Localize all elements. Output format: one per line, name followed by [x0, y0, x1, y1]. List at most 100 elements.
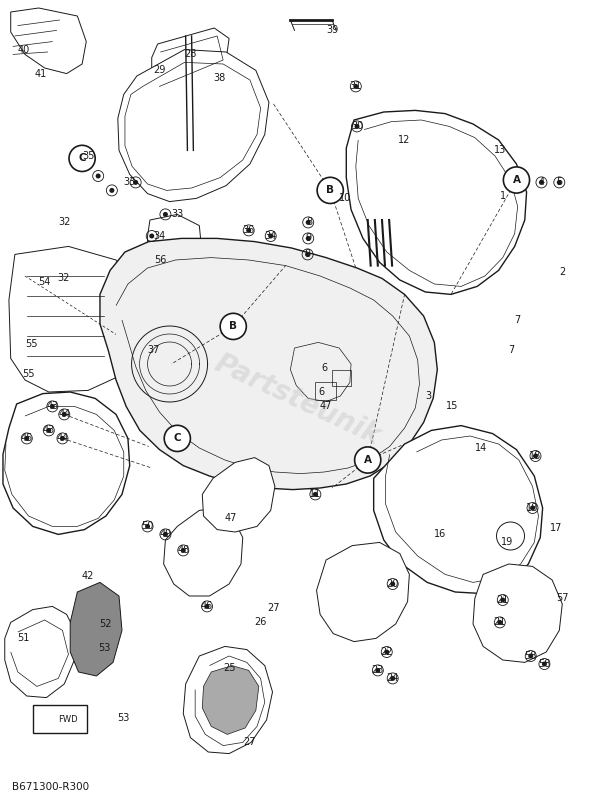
Text: 4: 4 [538, 178, 544, 187]
Text: 47: 47 [320, 402, 332, 411]
Text: 58: 58 [538, 659, 550, 669]
Text: 53: 53 [118, 714, 130, 723]
Text: 11: 11 [309, 490, 321, 499]
Text: B: B [326, 186, 334, 195]
Polygon shape [473, 564, 562, 662]
Text: 24: 24 [387, 674, 399, 683]
Circle shape [24, 436, 29, 441]
Text: 18: 18 [530, 451, 541, 461]
Circle shape [246, 228, 251, 233]
Text: 48: 48 [177, 546, 189, 555]
Text: 27: 27 [243, 738, 256, 747]
Circle shape [268, 234, 273, 238]
Circle shape [109, 188, 114, 193]
Circle shape [353, 84, 358, 89]
Text: 49: 49 [159, 530, 171, 539]
Circle shape [375, 668, 380, 673]
Polygon shape [164, 508, 243, 596]
Text: 38: 38 [213, 74, 225, 83]
Polygon shape [11, 8, 86, 74]
Text: 55: 55 [24, 339, 37, 349]
Text: 44: 44 [57, 434, 68, 443]
Text: C: C [174, 434, 181, 443]
Text: 15: 15 [446, 402, 458, 411]
Circle shape [60, 436, 65, 441]
Polygon shape [5, 606, 76, 698]
Circle shape [205, 604, 209, 609]
Circle shape [503, 167, 530, 193]
Text: Partsteunik: Partsteunik [210, 349, 385, 451]
Polygon shape [183, 646, 273, 754]
Circle shape [500, 598, 505, 602]
Circle shape [313, 492, 318, 497]
Text: 8: 8 [306, 218, 312, 227]
Text: 5: 5 [556, 178, 562, 187]
Text: 21: 21 [494, 618, 506, 627]
Circle shape [530, 506, 535, 510]
Circle shape [390, 676, 395, 681]
Polygon shape [100, 238, 437, 490]
Text: 36: 36 [243, 226, 255, 235]
Text: 7: 7 [515, 315, 521, 325]
Circle shape [50, 404, 55, 409]
Circle shape [163, 212, 168, 217]
Polygon shape [317, 542, 409, 642]
Circle shape [542, 662, 547, 666]
Text: 40: 40 [18, 45, 30, 54]
Text: 6: 6 [321, 363, 327, 373]
Text: 27: 27 [267, 603, 280, 613]
FancyBboxPatch shape [33, 705, 87, 733]
Text: 20: 20 [387, 579, 399, 589]
Text: 46: 46 [201, 602, 213, 611]
Polygon shape [346, 110, 527, 294]
Text: 14: 14 [475, 443, 487, 453]
Text: 56: 56 [155, 255, 167, 265]
Circle shape [145, 524, 150, 529]
Text: 33: 33 [124, 178, 136, 187]
Circle shape [164, 426, 190, 451]
Circle shape [533, 454, 538, 458]
Text: FWD: FWD [58, 714, 77, 723]
Text: 29: 29 [154, 66, 165, 75]
Text: 25: 25 [223, 663, 236, 673]
Text: 45: 45 [21, 434, 33, 443]
Text: 35: 35 [82, 151, 94, 161]
Polygon shape [118, 50, 269, 202]
Polygon shape [202, 666, 259, 734]
Circle shape [62, 412, 67, 417]
Circle shape [306, 220, 311, 225]
Text: 43: 43 [43, 426, 55, 435]
Text: 10: 10 [339, 194, 351, 203]
Text: 7: 7 [509, 346, 515, 355]
Text: 54: 54 [39, 277, 51, 286]
Circle shape [86, 154, 90, 158]
Text: 8: 8 [305, 250, 311, 259]
Text: 44: 44 [58, 410, 70, 419]
Text: 57: 57 [556, 594, 569, 603]
Circle shape [133, 180, 138, 185]
Text: 42: 42 [82, 571, 94, 581]
Text: 30: 30 [351, 122, 363, 131]
Polygon shape [148, 214, 202, 278]
Text: 18: 18 [527, 503, 538, 513]
Text: 21: 21 [497, 595, 509, 605]
Circle shape [317, 178, 343, 203]
Text: 52: 52 [99, 619, 112, 629]
Polygon shape [3, 392, 130, 534]
Text: 2: 2 [559, 267, 565, 277]
Text: A: A [364, 455, 372, 465]
Text: 55: 55 [22, 370, 35, 379]
Circle shape [528, 654, 533, 658]
Text: 34: 34 [265, 231, 277, 241]
Text: 16: 16 [434, 530, 446, 539]
Circle shape [96, 174, 101, 178]
Circle shape [69, 146, 95, 171]
Circle shape [355, 124, 359, 129]
Text: 50: 50 [142, 522, 154, 531]
Text: 58: 58 [525, 651, 537, 661]
Text: 47: 47 [225, 514, 237, 523]
Text: 12: 12 [399, 135, 411, 145]
Circle shape [497, 620, 502, 625]
Text: 32: 32 [57, 274, 69, 283]
Circle shape [557, 180, 562, 185]
